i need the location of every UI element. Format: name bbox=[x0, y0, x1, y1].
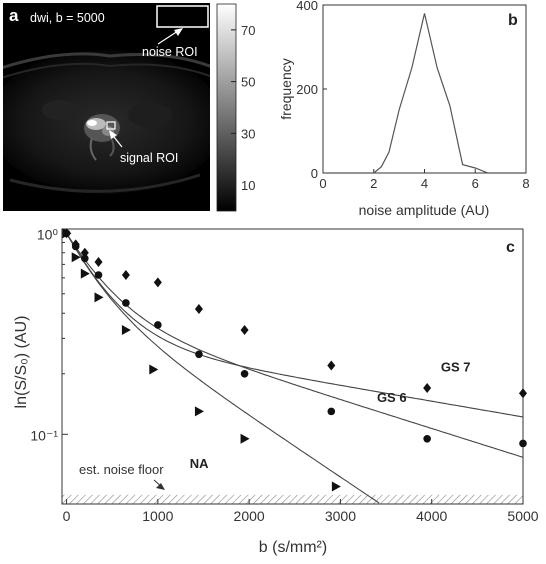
na-point bbox=[80, 268, 90, 279]
gs7-point bbox=[423, 382, 432, 393]
panel-c-ticks: 0 1000 2000 3000 4000 5000 10⁰ 10⁻¹ bbox=[30, 226, 538, 524]
gs6-point bbox=[71, 242, 80, 251]
na-point bbox=[149, 364, 159, 375]
signal-roi-arrowhead bbox=[109, 130, 117, 139]
gs7-point bbox=[327, 360, 336, 371]
na-point bbox=[194, 406, 204, 417]
colorbar-tick-label: 70 bbox=[241, 23, 255, 38]
panel-c-ylabel: ln(S/S₀) (AU) bbox=[13, 316, 30, 409]
panel-b-xtick-label: 0 bbox=[319, 176, 326, 191]
gs7-point bbox=[519, 388, 527, 399]
colorbar-tick-label: 30 bbox=[241, 126, 255, 141]
gs7-point bbox=[194, 303, 203, 314]
na-point bbox=[94, 292, 104, 303]
panel-c-xtick-label: 5000 bbox=[507, 508, 538, 524]
gs6-point bbox=[154, 321, 162, 329]
colorbar-tick-label: 50 bbox=[241, 75, 255, 90]
panel-c-ytick-label: 10⁻¹ bbox=[30, 427, 58, 443]
data-markers bbox=[62, 228, 527, 492]
panel-b-xtick-label: 6 bbox=[472, 176, 479, 191]
panel-b-frame bbox=[322, 4, 527, 174]
panel-b-xtick-label: 4 bbox=[421, 176, 428, 191]
panel-b-ytick-label: 400 bbox=[296, 0, 318, 13]
gs7-point bbox=[153, 277, 162, 288]
fit-curve-gs-6 bbox=[66, 233, 524, 458]
panel-c-xlabel: b (s/mm²) bbox=[259, 539, 327, 556]
panel-c-xtick-label: 4000 bbox=[416, 508, 447, 524]
image-caption: dwi, b = 5000 bbox=[30, 11, 105, 25]
panel-b-xtick-label: 8 bbox=[522, 176, 529, 191]
colorbar-ticks: 70 50 30 10 bbox=[231, 23, 255, 193]
gs6-point bbox=[94, 271, 103, 279]
panel-b-ytick-label: 0 bbox=[311, 166, 318, 181]
series-label: NA bbox=[190, 456, 209, 471]
panel-c-ytick-label: 10⁰ bbox=[37, 226, 59, 242]
gs6-point bbox=[327, 407, 336, 416]
panel-c-label: c bbox=[506, 239, 515, 256]
panel-b-xtick-label: 2 bbox=[370, 176, 377, 191]
signal-roi-box bbox=[106, 121, 116, 130]
panel-c-xtick-label: 1000 bbox=[142, 508, 173, 524]
na-point bbox=[121, 325, 131, 336]
series-labels: GS 7 GS 6 NA bbox=[190, 360, 471, 471]
na-point bbox=[62, 228, 72, 239]
fit-curve-gs-7 bbox=[66, 233, 524, 418]
signal-roi-label: signal ROI bbox=[120, 151, 178, 165]
na-point bbox=[71, 252, 81, 263]
na-point bbox=[331, 481, 341, 492]
panel-b-ytick-label: 200 bbox=[296, 82, 318, 97]
gs6-point bbox=[519, 439, 527, 448]
panel-a: a dwi, b = 5000 noise ROI signal ROI 70 5… bbox=[3, 3, 255, 212]
noise-floor-arrowhead bbox=[156, 483, 165, 490]
gs6-point bbox=[122, 299, 130, 307]
colorbar bbox=[216, 3, 237, 212]
gs6-point bbox=[240, 369, 249, 378]
series-label: GS 6 bbox=[377, 390, 407, 405]
noise-roi-box bbox=[156, 5, 209, 28]
noise-roi-arrowhead bbox=[174, 28, 183, 36]
panel-b-xlabel: noise amplitude (AU) bbox=[359, 202, 490, 218]
panel-b-label: b bbox=[508, 12, 518, 29]
na-point bbox=[240, 433, 250, 444]
fit-curve-na bbox=[66, 233, 380, 504]
noise-floor-label: est. noise floor bbox=[79, 462, 164, 477]
panel-c-xtick-label: 0 bbox=[63, 508, 71, 524]
panel-b-ylabel: frequency bbox=[278, 58, 294, 119]
panel-a-label: a bbox=[9, 6, 19, 25]
panel-c-frame bbox=[61, 228, 524, 505]
series-label: GS 7 bbox=[441, 360, 471, 375]
gs6-point bbox=[81, 254, 89, 263]
panel-c-xtick-label: 2000 bbox=[234, 508, 265, 524]
gs7-point bbox=[240, 325, 249, 336]
panel-c-xtick-label: 3000 bbox=[325, 508, 356, 524]
noise-floor-band bbox=[62, 494, 523, 504]
fit-curves bbox=[66, 233, 524, 504]
panel-b: 0 2 4 6 8 0 200 400 b noise amplitude (AU) freq… bbox=[278, 0, 530, 218]
gs7-point bbox=[94, 256, 103, 267]
gs7-point bbox=[121, 269, 130, 280]
gs6-point bbox=[195, 350, 203, 359]
noise-histogram-line bbox=[323, 13, 526, 174]
colorbar-tick-label: 10 bbox=[241, 178, 255, 193]
gs6-point bbox=[423, 434, 431, 443]
panel-b-ticks: 0 2 4 6 8 0 200 400 bbox=[296, 0, 529, 191]
noise-roi-label: noise ROI bbox=[142, 45, 198, 59]
